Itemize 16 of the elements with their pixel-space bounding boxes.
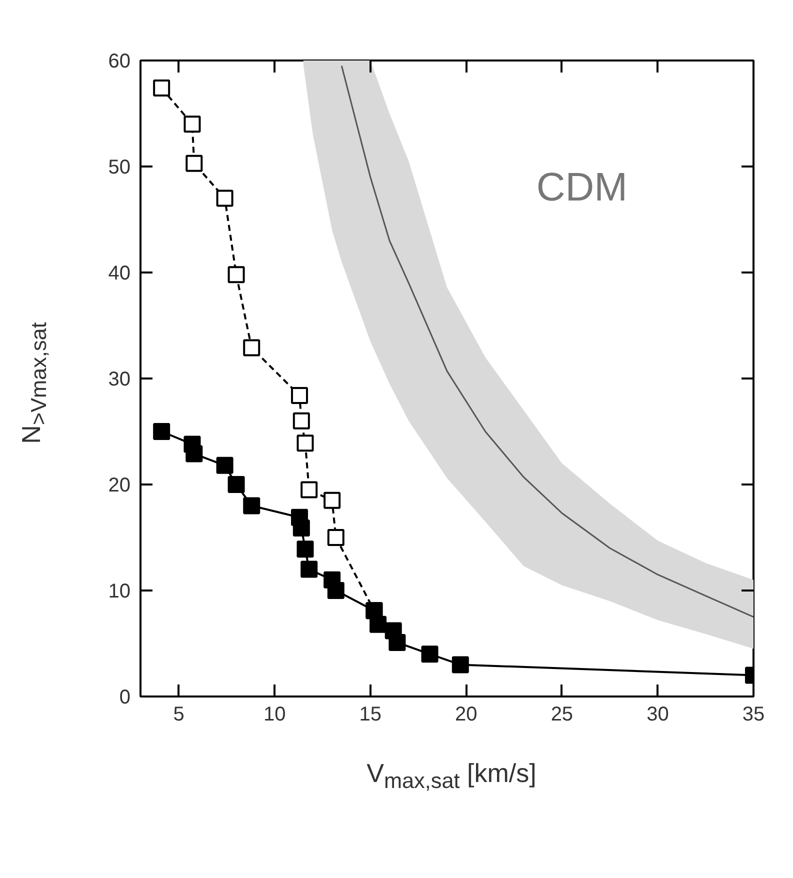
y-tick-label: 0 [119,686,130,708]
x-tick-label: 20 [455,704,478,726]
y-tick-label: 50 [108,156,131,178]
x-tick-label: 35 [742,704,765,726]
y-tick-label: 30 [108,368,131,390]
annotation: CDM [536,166,628,210]
x-tick-label: 25 [550,704,574,726]
y-tick-label: 40 [108,262,131,284]
x-tick-label: 15 [359,704,382,726]
y-tick-label: 20 [108,474,131,496]
x-tick-label: 30 [646,704,669,726]
x-axis-title: V$_{max,sat}$ [km/s] [366,757,538,796]
y-tick-label: 60 [108,50,131,72]
x-tick-label: 5 [173,704,184,726]
x-tick-label: 10 [263,704,286,726]
y-tick-label: 10 [108,580,131,602]
